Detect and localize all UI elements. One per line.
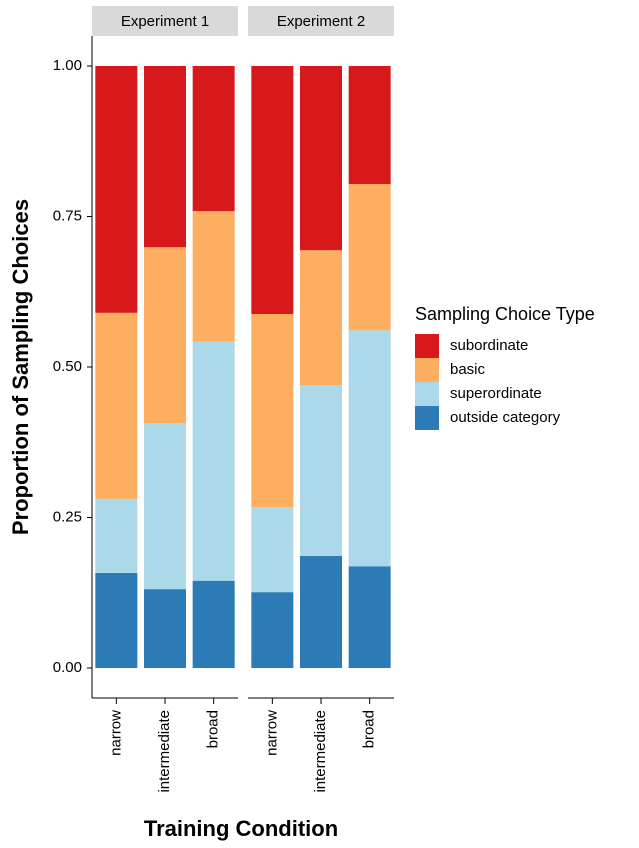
legend-label: subordinate <box>450 337 528 354</box>
bar-segment <box>251 66 294 315</box>
panel-title: Experiment 1 <box>121 13 209 30</box>
bar-segment <box>348 66 391 184</box>
x-tick-label: intermediate <box>312 710 329 793</box>
bar-segment <box>300 385 342 557</box>
bar-segment <box>300 556 342 668</box>
legend-key <box>415 334 439 358</box>
bar-segment <box>192 66 235 212</box>
strip <box>92 6 238 36</box>
legend-label: basic <box>450 361 486 378</box>
bar-segment <box>144 247 186 423</box>
y-tick-label: 0.00 <box>53 659 82 676</box>
bar-segment <box>192 341 235 581</box>
legend-title: Sampling Choice Type <box>415 304 595 324</box>
x-tick-label: narrow <box>107 710 124 756</box>
legend-key <box>415 358 439 382</box>
bar-segment <box>251 507 294 593</box>
bar-segment <box>348 183 391 331</box>
x-tick-label: narrow <box>263 710 280 756</box>
legend-key <box>415 406 439 430</box>
bar-segment <box>300 66 342 251</box>
bar-segment <box>144 66 186 248</box>
bar-segment <box>192 211 235 342</box>
bar-segment <box>348 330 391 567</box>
legend-label: outside category <box>450 409 561 426</box>
bar-segment <box>95 572 138 668</box>
bar-segment <box>144 422 186 590</box>
bar-segment <box>251 314 294 508</box>
y-tick-label: 0.50 <box>53 358 82 375</box>
x-tick-label: intermediate <box>156 710 173 793</box>
panel-title: Experiment 2 <box>277 13 365 30</box>
bar-segment <box>95 66 138 313</box>
bar-segment <box>192 580 235 668</box>
bar-segment <box>251 592 294 668</box>
legend-label: superordinate <box>450 385 542 402</box>
legend-key <box>415 382 439 406</box>
bar-segment <box>300 250 342 386</box>
x-axis-label: Training Condition <box>144 816 338 841</box>
strip <box>248 6 394 36</box>
bar-segment <box>95 312 138 499</box>
y-tick-label: 0.25 <box>53 508 82 525</box>
x-tick-label: broad <box>361 710 378 748</box>
bar-segment <box>348 566 391 668</box>
y-axis-label: Proportion of Sampling Choices <box>8 199 33 535</box>
y-tick-label: 1.00 <box>53 57 82 74</box>
bar-segment <box>95 498 138 573</box>
bar-segment <box>144 589 186 668</box>
y-tick-label: 0.75 <box>53 207 82 224</box>
x-tick-label: broad <box>205 710 222 748</box>
